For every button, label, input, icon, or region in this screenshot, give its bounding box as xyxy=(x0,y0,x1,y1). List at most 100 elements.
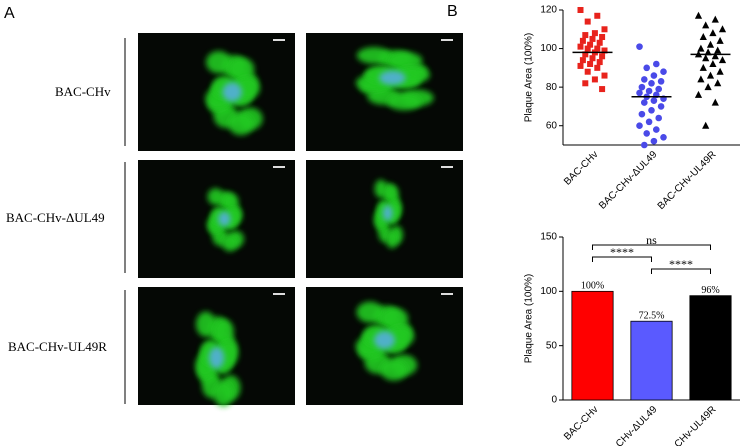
y-tick-label: 50 xyxy=(546,340,558,351)
data-point xyxy=(709,29,717,37)
scale-bar xyxy=(273,166,285,168)
data-point xyxy=(584,18,591,25)
y-tick-label: 0 xyxy=(551,395,557,406)
plaque-fragment xyxy=(385,230,399,249)
data-point xyxy=(643,130,650,137)
row-label: BAC-CHv xyxy=(55,84,111,99)
y-tick-label: 120 xyxy=(540,5,557,16)
scale-bar xyxy=(441,166,453,168)
x-tick-label: BAC-CHv-UL49R xyxy=(656,404,719,446)
data-point xyxy=(579,37,586,44)
data-point xyxy=(711,15,719,23)
data-point xyxy=(589,35,596,42)
data-point xyxy=(582,80,589,87)
data-point xyxy=(711,52,719,60)
data-point xyxy=(716,36,724,44)
data-point xyxy=(636,122,643,130)
significance-bracket xyxy=(592,244,711,250)
significance-label: ns xyxy=(646,233,657,247)
data-point xyxy=(587,61,594,67)
scale-bar xyxy=(441,39,453,41)
data-point xyxy=(714,79,722,87)
plaque-fragment xyxy=(374,179,388,198)
row-label: BAC-CHv-UL49R xyxy=(8,339,107,354)
plaque-fragment xyxy=(214,319,234,345)
data-point xyxy=(638,110,646,118)
data-point xyxy=(641,141,648,149)
y-tick-label: 100 xyxy=(540,43,557,54)
plaque-fragment xyxy=(222,193,239,211)
data-point xyxy=(641,99,648,106)
y-axis-label: Plaque Area (100%) xyxy=(524,274,535,364)
plaque-fragment xyxy=(221,234,239,252)
data-point xyxy=(584,45,591,52)
bar xyxy=(630,320,673,401)
data-point xyxy=(655,85,662,93)
y-tick-label: 150 xyxy=(540,232,557,243)
data-point xyxy=(641,76,648,83)
scale-bar xyxy=(441,293,453,295)
micrograph xyxy=(306,160,463,278)
data-point xyxy=(601,72,608,79)
data-point xyxy=(645,87,653,95)
significance-label: **** xyxy=(610,245,634,259)
data-point xyxy=(716,67,724,75)
significance-bracket xyxy=(592,256,652,262)
value-label: 100% xyxy=(581,281,604,292)
panel-label: B xyxy=(447,3,458,20)
data-point xyxy=(599,53,606,60)
data-point xyxy=(697,75,705,83)
y-axis-label: Plaque Area (100%) xyxy=(524,33,535,123)
data-point xyxy=(718,56,727,64)
data-point xyxy=(577,7,584,13)
plaque-fragment xyxy=(207,188,224,206)
data-point xyxy=(699,63,707,71)
data-point xyxy=(706,40,715,48)
data-point xyxy=(643,64,650,72)
plaque-fragment xyxy=(356,301,384,323)
data-point xyxy=(650,137,658,145)
plaque-fragment xyxy=(229,57,255,81)
data-point xyxy=(599,34,606,40)
data-point xyxy=(577,43,584,50)
data-point xyxy=(704,83,712,91)
data-point xyxy=(591,30,598,37)
panel-label: A xyxy=(4,5,15,22)
plaque-core xyxy=(379,70,406,86)
plaque-fragment xyxy=(356,47,392,64)
micrograph xyxy=(306,287,463,405)
significance-label: **** xyxy=(669,257,693,271)
data-point xyxy=(594,64,601,71)
x-tick-label: BAC-CHv xyxy=(562,404,600,442)
data-point xyxy=(718,25,727,33)
data-point xyxy=(657,103,665,110)
micrograph xyxy=(138,160,295,278)
plaque-fragment xyxy=(388,52,423,69)
data-point xyxy=(584,68,591,75)
data-point xyxy=(587,41,594,48)
data-point xyxy=(702,21,710,29)
data-point xyxy=(589,55,596,62)
data-point xyxy=(714,46,722,54)
data-point xyxy=(636,43,643,50)
data-point xyxy=(706,71,715,79)
data-point xyxy=(660,68,667,76)
data-point xyxy=(582,32,589,39)
data-point xyxy=(636,89,643,97)
y-tick-label: 100 xyxy=(540,286,557,297)
data-point xyxy=(577,62,584,69)
plaque-fragment xyxy=(380,359,408,381)
y-tick-label: 60 xyxy=(546,120,558,131)
data-point xyxy=(709,60,717,67)
data-point xyxy=(653,126,660,133)
data-point xyxy=(711,98,719,106)
data-point xyxy=(702,54,710,62)
data-point xyxy=(601,47,608,54)
y-tick-label: 80 xyxy=(546,82,558,93)
x-tick-label: BAC-CHv-ΔUL49 xyxy=(597,149,660,212)
significance-bracket xyxy=(651,268,711,274)
data-point xyxy=(655,114,662,122)
micrograph xyxy=(306,33,463,151)
value-label: 72.5% xyxy=(639,311,665,322)
